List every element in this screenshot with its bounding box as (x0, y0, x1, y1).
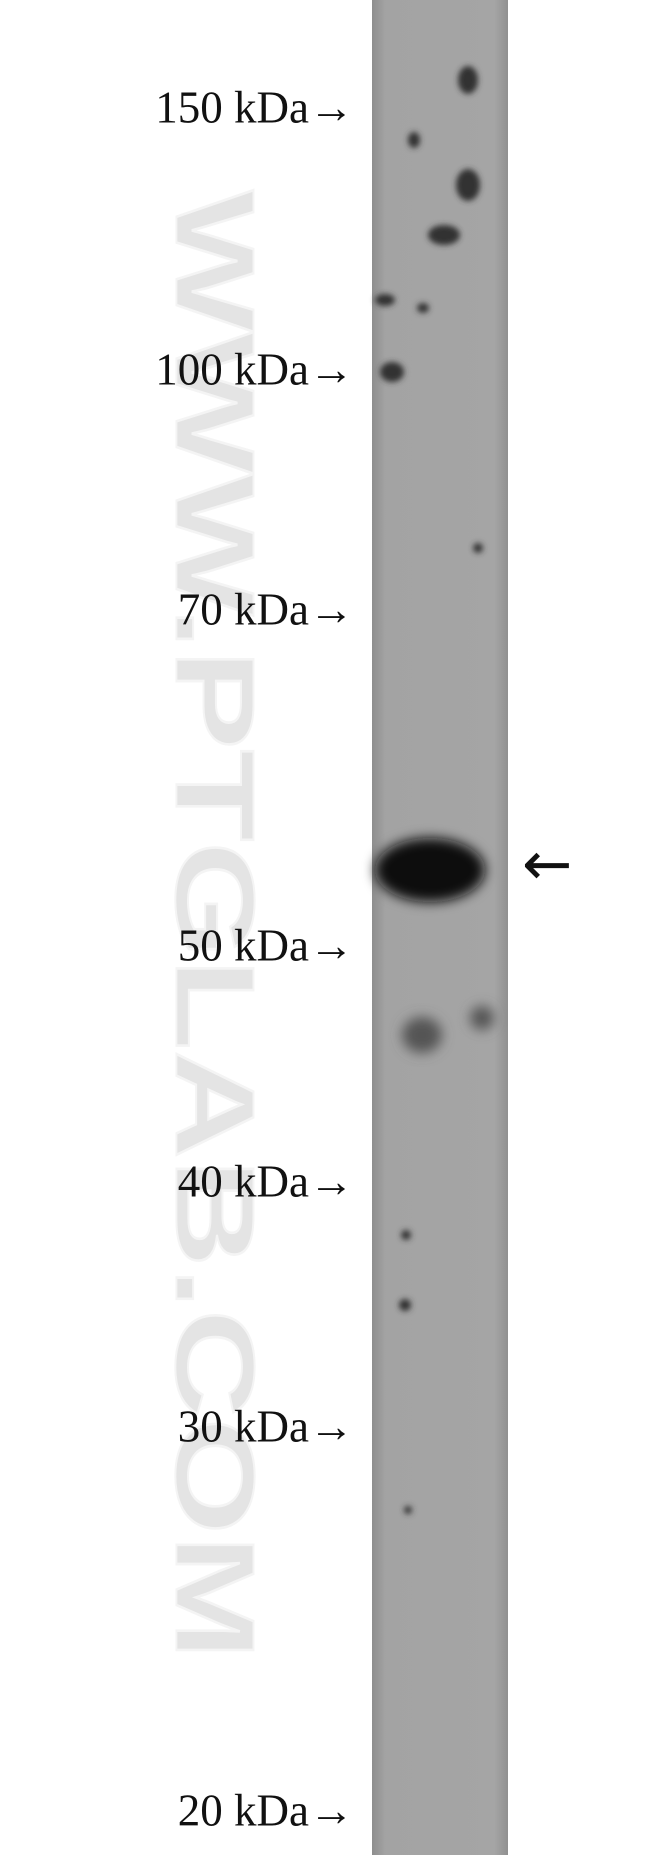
main-band (375, 838, 485, 902)
marker-label: 150 kDa→ (155, 82, 354, 132)
lane-spots (375, 66, 483, 1514)
lane (372, 0, 508, 1855)
marker-label: 70 kDa→ (178, 584, 354, 634)
band-arrow: ← (522, 830, 572, 900)
marker-label: 40 kDa→ (178, 1156, 354, 1206)
marker-label: 20 kDa→ (178, 1785, 354, 1835)
marker-label: 50 kDa→ (178, 920, 354, 970)
marker-labels: 150 kDa→ 100 kDa→ 70 kDa→ 50 kDa→ 40 kDa… (155, 82, 354, 1835)
marker-label: 100 kDa→ (155, 344, 354, 394)
marker-label: 30 kDa→ (178, 1401, 354, 1451)
watermark: WWW.PTGLAB.COM (152, 190, 277, 1660)
lower-band (402, 1006, 494, 1053)
